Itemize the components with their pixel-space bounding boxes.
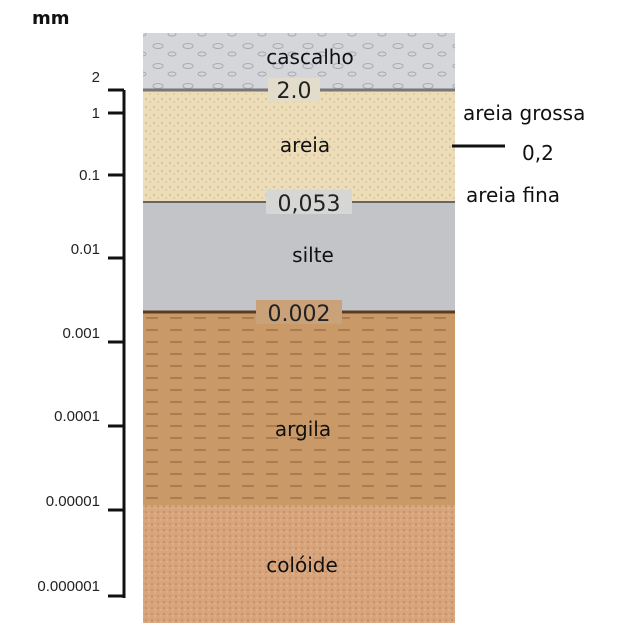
tick-label: 0.00001 [46,493,100,510]
side-label: 0,2 [522,141,554,165]
colloid-layer [143,505,455,623]
tick-label: 0.001 [62,325,100,342]
tick-label: 0.0001 [54,408,100,425]
silt-layer [143,202,455,312]
layer-label: argila [275,417,331,441]
side-label: areia grossa [463,101,585,125]
tick-label: 2 [92,69,100,86]
layer-label: areia [280,133,330,157]
label-backdrop [256,300,342,324]
scale-axis: 2 1 0.1 0.01 0.001 0.0001 0.00001 0.0000… [37,69,126,598]
boundary-label: 0.002 [268,302,331,327]
tick-label: 0.1 [79,167,100,184]
label-backdrop [266,190,352,214]
side-label: areia fina [466,183,560,207]
boundary-label: 2.0 [277,79,312,104]
layer-label: silte [292,243,334,267]
tick-label: 1 [92,105,100,122]
layer-label: colóide [266,553,338,577]
label-backdrop [268,78,320,102]
sand-layer [143,90,455,202]
boundary-label: 0,053 [278,192,341,217]
layer-label: cascalho [266,45,353,69]
unit-label: mm [32,8,70,29]
tick-label: 0.01 [71,241,100,258]
tick-label: 0.000001 [37,578,100,595]
clay-layer [143,312,455,505]
column [143,33,455,623]
